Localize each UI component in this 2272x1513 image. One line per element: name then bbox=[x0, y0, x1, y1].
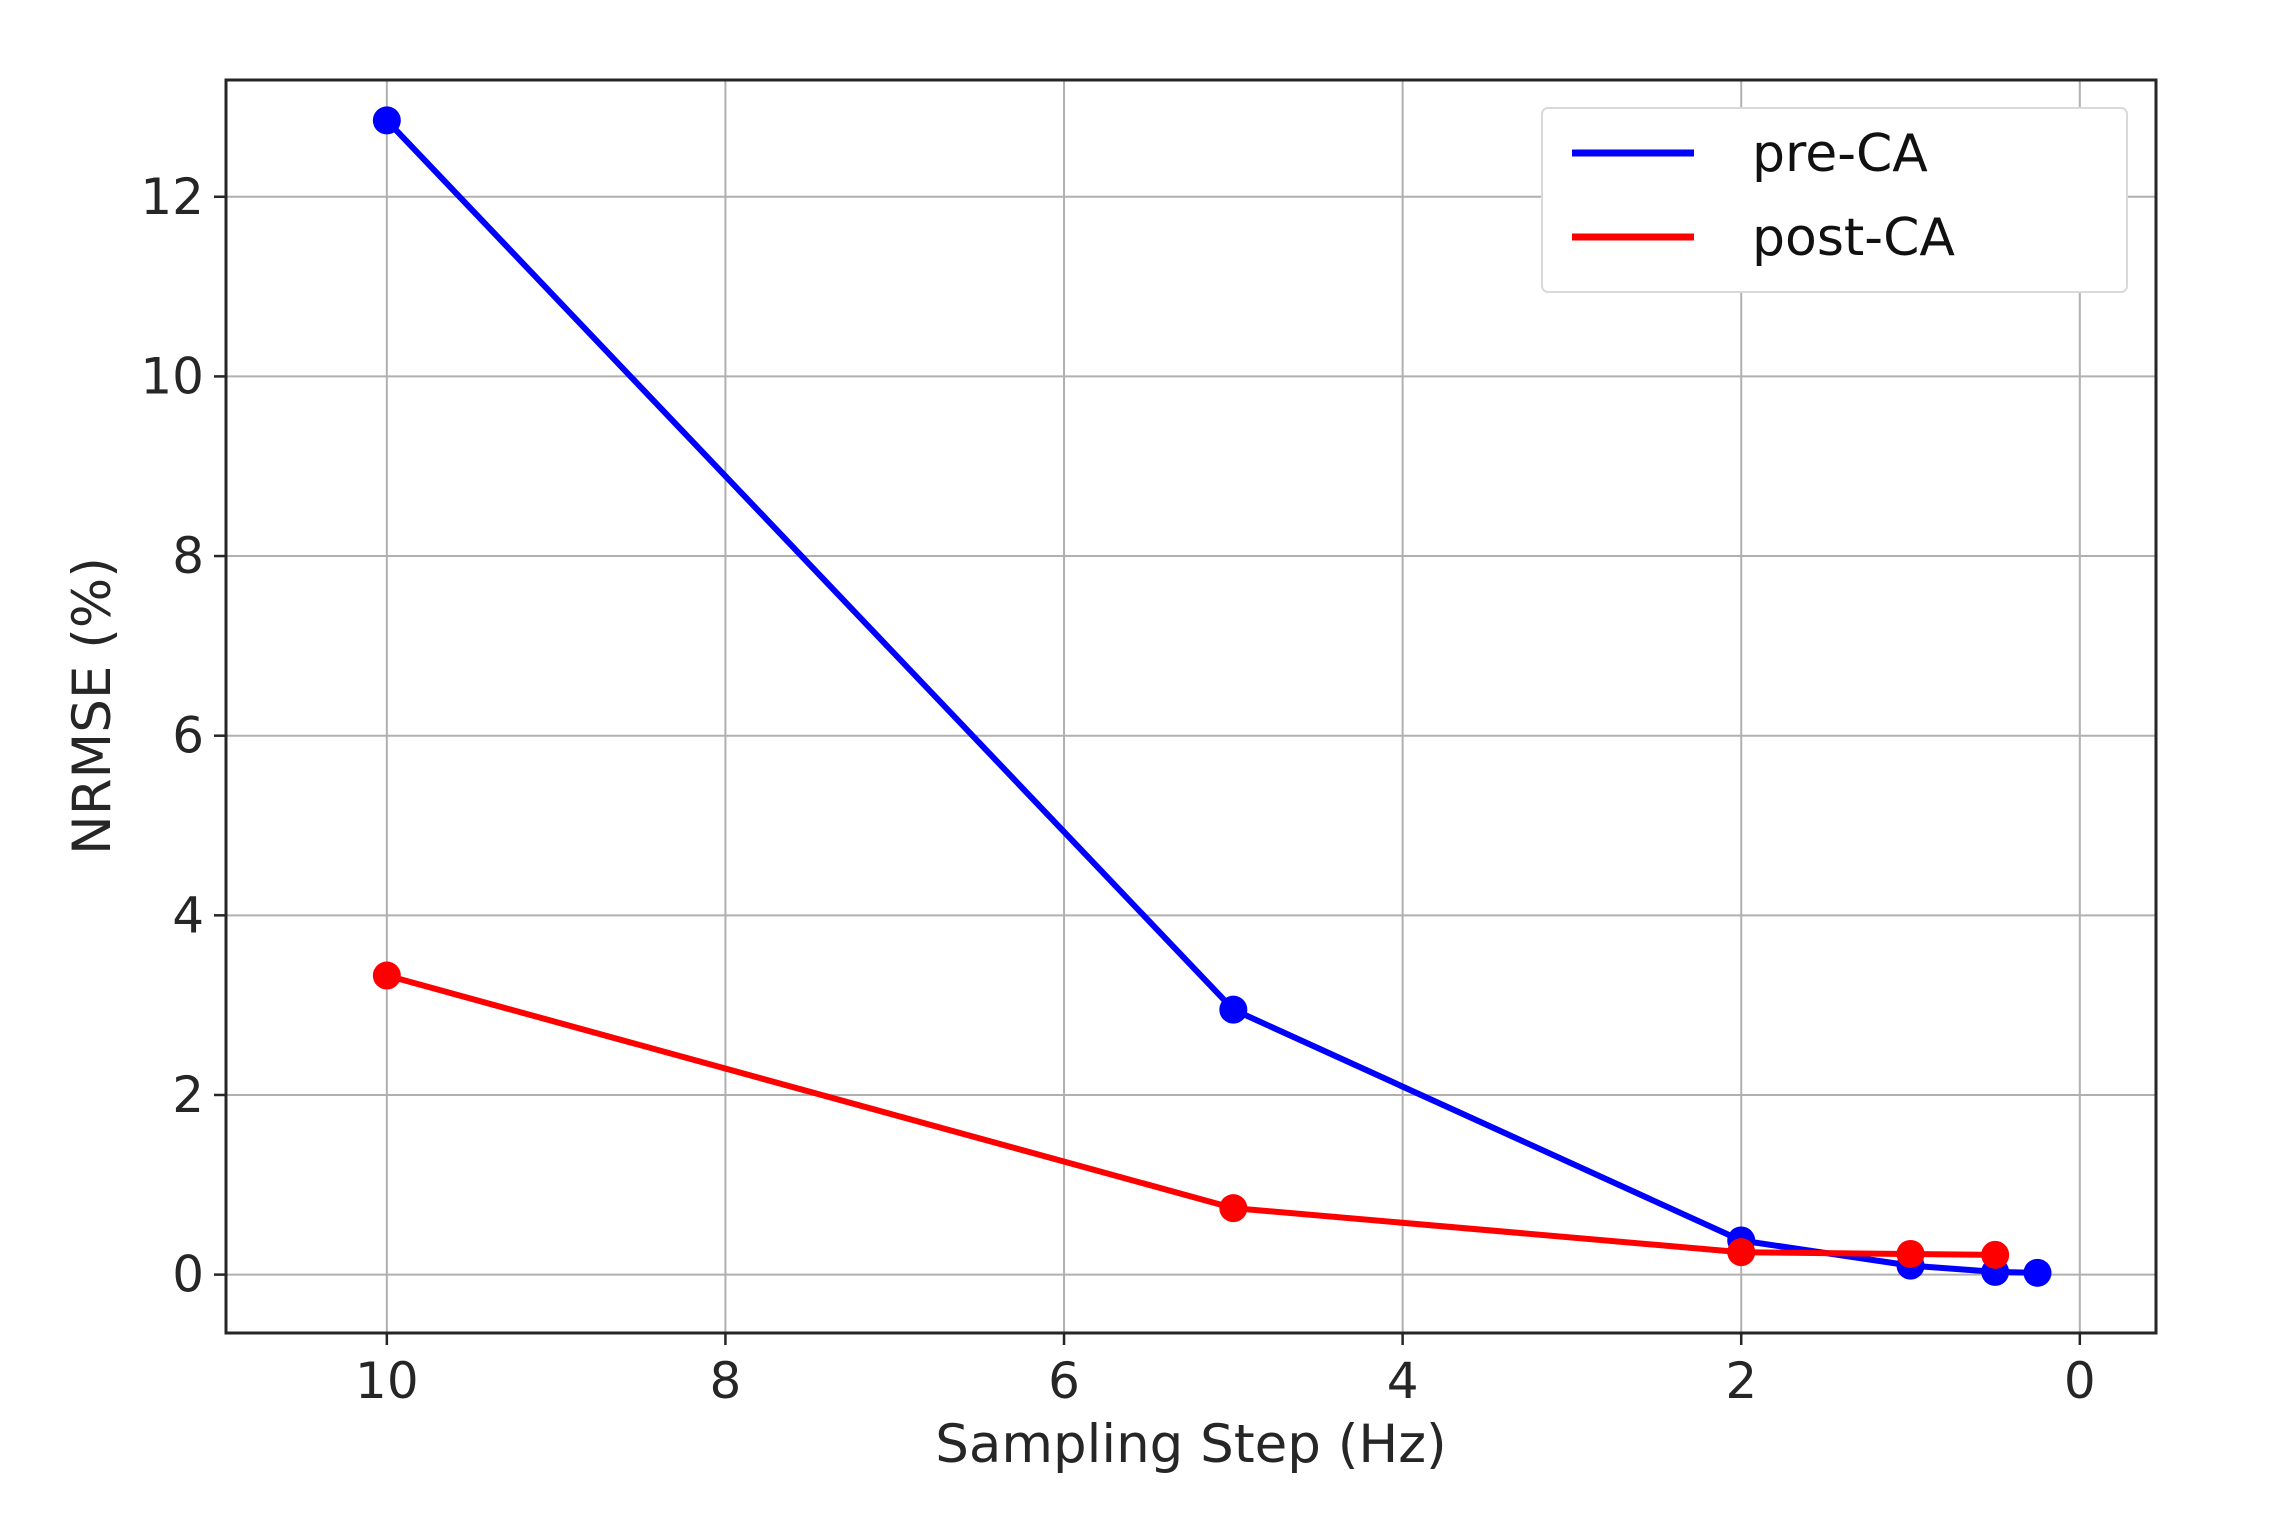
x-tick-label: 4 bbox=[1387, 1352, 1419, 1410]
x-axis-label: Sampling Step (Hz) bbox=[935, 1414, 1446, 1475]
x-tick-label: 2 bbox=[1725, 1352, 1757, 1410]
data-point-pre-ca bbox=[372, 106, 401, 135]
y-tick-label: 12 bbox=[140, 168, 204, 226]
y-tick-label: 2 bbox=[172, 1066, 204, 1124]
data-point-post-ca bbox=[372, 961, 401, 990]
x-tick-label: 0 bbox=[2064, 1352, 2096, 1410]
y-tick-label: 10 bbox=[140, 347, 204, 405]
data-point-post-ca bbox=[1219, 1194, 1248, 1223]
y-tick-label: 8 bbox=[172, 527, 204, 585]
grid-lines bbox=[226, 80, 2156, 1333]
y-tick-label: 0 bbox=[172, 1246, 204, 1304]
legend-label-post-ca: post-CA bbox=[1752, 208, 1955, 268]
data-point-post-ca bbox=[1727, 1238, 1756, 1267]
y-tick-label: 6 bbox=[172, 707, 204, 765]
data-point-post-ca bbox=[1981, 1240, 2010, 1269]
series-layer bbox=[372, 106, 2052, 1287]
plot-frame bbox=[224, 78, 2158, 1335]
axis-ticks: 10 8 6 4 2 0 0 2 4 6 8 10 12 bbox=[140, 168, 2095, 1410]
data-point-post-ca bbox=[1896, 1239, 1925, 1268]
y-axis-label: NRMSE (%) bbox=[62, 557, 123, 855]
data-point-pre-ca bbox=[1219, 995, 1248, 1024]
legend-label-pre-ca: pre-CA bbox=[1752, 124, 1928, 184]
x-tick-label: 10 bbox=[355, 1352, 419, 1410]
x-tick-label: 6 bbox=[1048, 1352, 1080, 1410]
legend: pre-CA post-CA bbox=[1541, 107, 2128, 293]
data-point-pre-ca bbox=[2023, 1258, 2052, 1287]
y-tick-label: 4 bbox=[172, 886, 204, 944]
x-tick-label: 8 bbox=[710, 1352, 742, 1410]
